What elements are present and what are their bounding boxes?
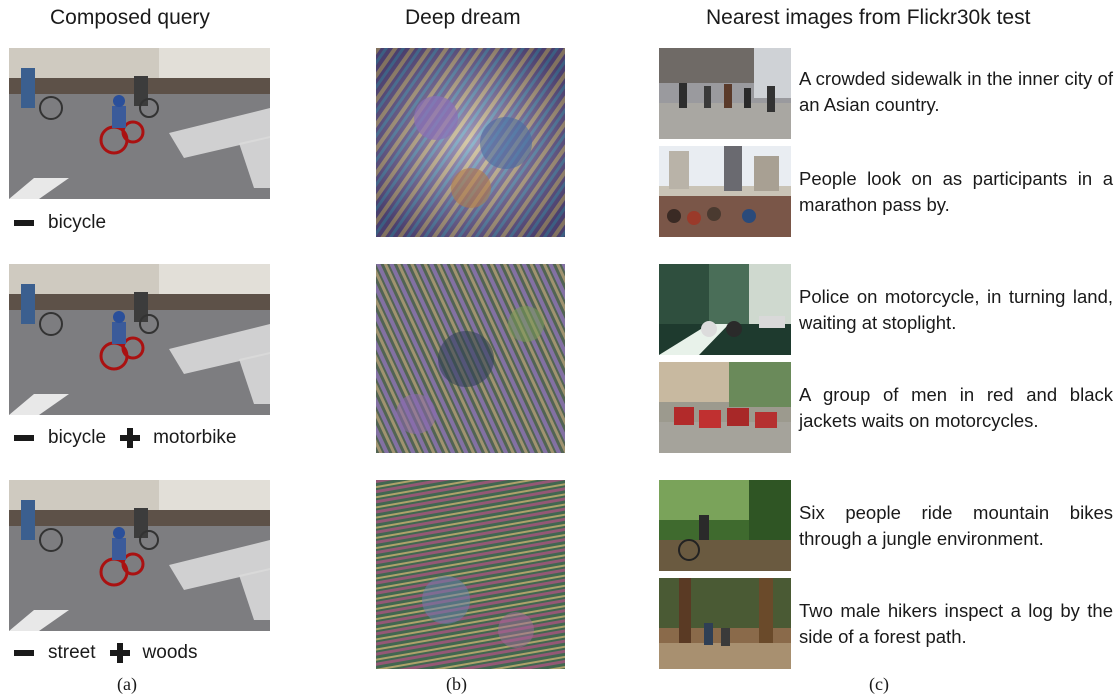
nearest-caption-3: Police on motorcycle, in turning land, w… (799, 286, 1113, 333)
nearest-image-3 (659, 264, 791, 355)
caption-a: (a) (117, 674, 137, 694)
query-word: bicycle (48, 427, 107, 448)
nearest-image-1 (659, 48, 791, 139)
minus-icon (14, 220, 34, 226)
query-image-street (9, 48, 270, 199)
nearest-caption-1: A crowded sidewalk in the inner city of … (799, 68, 1113, 115)
query-word: woods (142, 642, 198, 663)
deep-dream-image-3 (376, 480, 565, 669)
caption-b: (b) (446, 674, 467, 694)
composed-query-header: Composed query (50, 6, 210, 29)
nearest-caption-6: Two male hikers inspect a log by the sid… (799, 600, 1113, 647)
deep-dream-header: Deep dream (405, 6, 521, 29)
nearest-caption-5: Six people ride mountain bikes through a… (799, 502, 1113, 549)
query-operations-3: street woods (14, 642, 197, 664)
nearest-caption-4: A group of men in red and black jackets … (799, 384, 1113, 431)
query-operations-1: bicycle (14, 212, 106, 234)
nearest-image-2 (659, 146, 791, 237)
query-word: motorbike (153, 427, 237, 448)
plus-icon (120, 428, 141, 448)
minus-icon (14, 435, 34, 441)
query-word: bicycle (48, 212, 107, 233)
nearest-image-6 (659, 578, 791, 669)
query-word: street (48, 642, 96, 663)
minus-icon (14, 650, 34, 656)
nearest-images-header: Nearest images from Flickr30k test (706, 6, 1031, 29)
deep-dream-image-2 (376, 264, 565, 453)
nearest-caption-2: People look on as participants in a mara… (799, 168, 1113, 215)
plus-icon (109, 643, 130, 663)
deep-dream-image-1 (376, 48, 565, 237)
query-operations-2: bicycle motorbike (14, 427, 237, 449)
query-image-street (9, 264, 270, 415)
query-image-street (9, 480, 270, 631)
nearest-image-4 (659, 362, 791, 453)
caption-c: (c) (869, 674, 889, 694)
nearest-image-5 (659, 480, 791, 571)
